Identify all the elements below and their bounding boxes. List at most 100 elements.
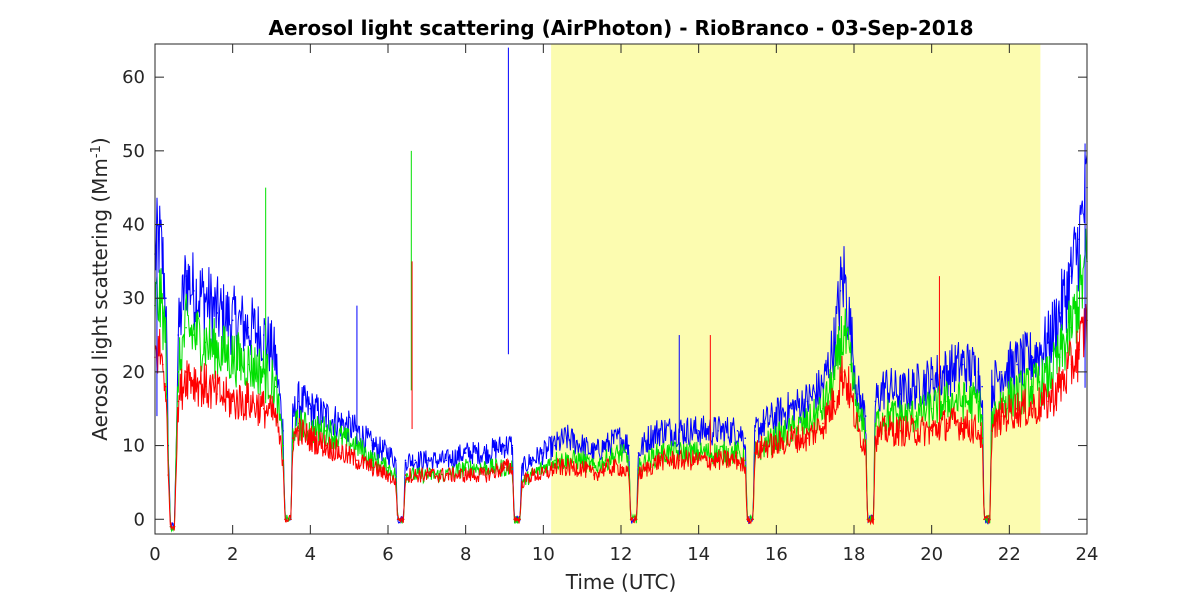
series-0-point [1059, 312, 1061, 314]
series-2-point [839, 378, 842, 381]
series-2-point [565, 466, 568, 469]
series-0-point [414, 459, 416, 462]
series-2-point [325, 444, 327, 447]
series-1-point [325, 430, 327, 432]
series-0-point [822, 385, 824, 388]
series-2-point [983, 518, 985, 521]
series-1-point [874, 422, 877, 425]
series-0-point [627, 444, 630, 447]
series-2-point [961, 422, 964, 425]
series-0-point [1078, 238, 1081, 241]
series-1-point [394, 474, 397, 476]
series-2-point [775, 444, 778, 447]
series-2-point [833, 400, 836, 403]
x-tick-label: 0 [149, 544, 160, 565]
series-1-point [464, 466, 467, 469]
series-2-point [1059, 385, 1061, 388]
series-1-point [843, 334, 846, 336]
series-2-point [791, 437, 793, 440]
series-1-point [849, 363, 851, 366]
series-0-point [775, 415, 778, 417]
series-1-point [193, 334, 195, 336]
series-1-point [161, 312, 164, 314]
series-2-point [736, 459, 739, 462]
series-0-point [659, 430, 661, 432]
series-2-point [274, 415, 277, 417]
x-axis-label: Time (UTC) [565, 570, 677, 594]
series-1-point [1047, 378, 1049, 381]
series-2-point [627, 474, 630, 476]
series-2-point [866, 518, 869, 521]
series-1-point [946, 400, 948, 403]
series-0-point [763, 422, 766, 425]
series-2-point [356, 459, 358, 462]
series-0-point [754, 430, 756, 432]
series-2-point [864, 444, 867, 447]
series-2-point [404, 474, 407, 476]
series-0-point [297, 400, 300, 403]
series-2-point [697, 459, 700, 462]
series-2-point [763, 444, 766, 447]
series-1-point [356, 444, 358, 447]
series-1-point [604, 459, 607, 462]
series-0-point [464, 452, 467, 454]
series-0-point [833, 341, 836, 344]
series-2-point [177, 400, 180, 403]
series-1-point [915, 415, 917, 417]
series-1-point [833, 378, 836, 381]
x-tick-label: 20 [920, 544, 943, 565]
series-1-point [581, 459, 583, 462]
series-2-point [503, 466, 506, 469]
series-0-point [1016, 363, 1018, 366]
series-1-point [930, 407, 933, 410]
series-1-point [744, 459, 747, 462]
series-2-point [822, 422, 824, 425]
series-0-point [309, 407, 312, 410]
series-1-point [991, 415, 993, 417]
series-0-point [991, 385, 993, 388]
series-1-point [262, 371, 265, 373]
x-tick-label: 24 [1076, 544, 1099, 565]
series-0-point [839, 290, 842, 292]
series-1-point [961, 400, 964, 403]
series-0-point [394, 459, 397, 462]
series-2-point [542, 474, 545, 476]
series-1-point [736, 452, 739, 454]
series-2-point [744, 466, 747, 469]
series-1-point [292, 430, 294, 432]
series-0-point [1070, 275, 1073, 277]
series-2-point [231, 400, 234, 403]
series-0-point [961, 363, 964, 366]
series-0-point [204, 297, 207, 300]
series-1-point [647, 459, 649, 462]
y-tick-label: 20 [122, 362, 145, 383]
series-1-point [177, 371, 180, 373]
y-axis-label-close: ) [88, 137, 112, 145]
series-1-point [1070, 326, 1073, 329]
series-1-point [204, 341, 207, 344]
series-2-point [165, 385, 167, 388]
series-2-point [981, 437, 983, 440]
series-2-point [169, 525, 172, 528]
series-2-point [946, 422, 948, 425]
series-1-point [839, 341, 842, 344]
series-0-point [511, 444, 514, 447]
series-0-point [542, 452, 545, 454]
series-1-point [620, 452, 622, 454]
series-2-point [899, 430, 902, 432]
series-0-point [1047, 341, 1049, 344]
series-2-point [371, 466, 374, 469]
x-tick-label: 6 [382, 544, 393, 565]
series-0-point [530, 459, 533, 462]
series-1-point [274, 385, 277, 388]
series-2-point [290, 518, 292, 521]
series-0-point [371, 444, 374, 447]
series-0-point [445, 459, 448, 462]
series-1-point [977, 400, 980, 403]
series-2-point [1000, 415, 1003, 417]
series-2-point [678, 459, 681, 462]
y-axis-label: Aerosol light scattering (Mm-1) [88, 137, 112, 440]
y-axis-label-main: Aerosol light scattering (Mm [88, 158, 112, 441]
series-0-point [161, 260, 164, 263]
